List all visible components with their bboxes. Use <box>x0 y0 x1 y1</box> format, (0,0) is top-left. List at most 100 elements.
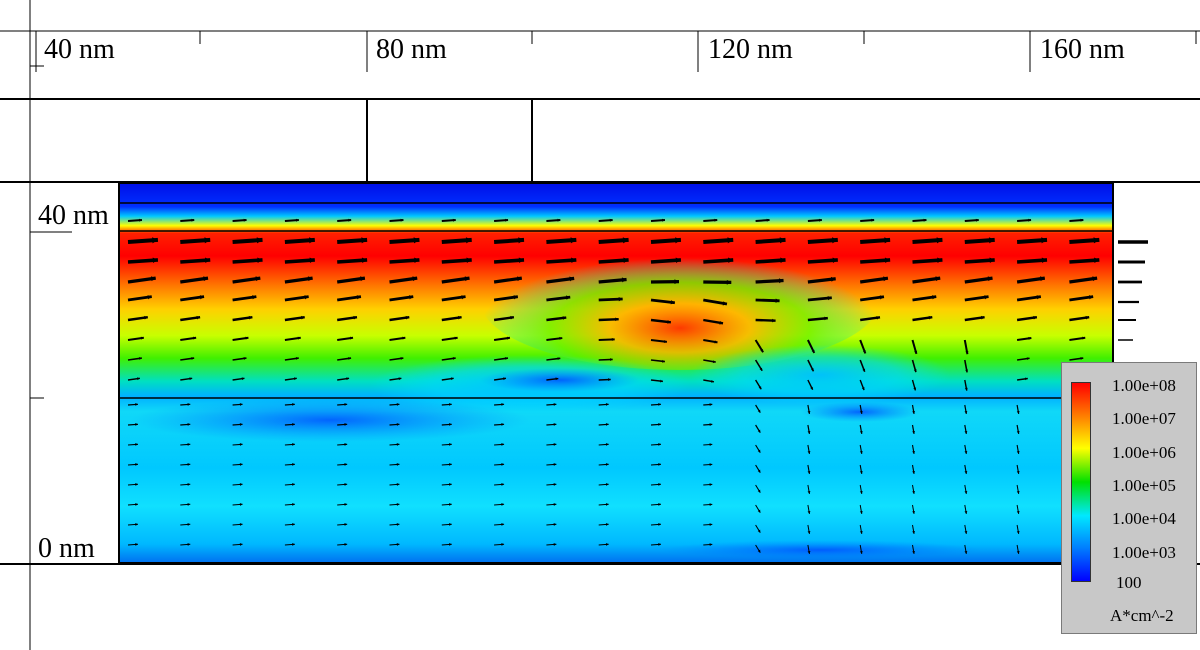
vector-arrowhead <box>135 443 138 446</box>
vector-arrowhead <box>871 218 875 222</box>
vector-arrowhead <box>757 549 761 553</box>
vector-arrow <box>650 298 676 305</box>
vector-arrowhead <box>256 237 263 244</box>
vector-arrowhead <box>1016 471 1020 474</box>
vector-arrowhead <box>859 451 863 454</box>
vector-arrowhead <box>553 463 557 466</box>
vector-arrowhead <box>193 336 197 340</box>
vector-arrowhead <box>807 491 811 494</box>
vector-arrowhead <box>1085 315 1090 320</box>
vector-arrowhead <box>405 315 410 320</box>
vector-arrowhead <box>304 295 309 300</box>
vector-arrowhead <box>501 543 505 546</box>
vector-arrowhead <box>876 315 881 320</box>
vector-arrowhead <box>243 356 247 360</box>
top-ruler-label-40nm: 40 nm <box>44 34 115 65</box>
vector-arrowhead <box>658 503 661 506</box>
vector-arrowhead <box>137 377 140 381</box>
vector-arrowhead <box>396 443 400 446</box>
vector-arrowhead <box>189 377 193 381</box>
vector-arrow <box>1069 276 1098 284</box>
legend-tick: 1.00e+04 <box>1112 509 1176 528</box>
vector-arrowhead <box>150 276 156 282</box>
vector-arrowhead <box>452 218 456 222</box>
current-vector-arrows <box>127 218 1148 554</box>
vector-arrowhead <box>611 337 615 341</box>
vector-arrowhead <box>757 449 761 453</box>
vector-arrowhead <box>1016 431 1020 434</box>
vector-arrowhead <box>465 237 472 244</box>
vector-arrowhead <box>621 277 627 283</box>
vector-arrowhead <box>663 339 667 344</box>
vector-arrowhead <box>292 423 295 426</box>
vector-arrowhead <box>239 403 243 406</box>
vector-arrowhead <box>135 543 138 546</box>
vector-arrowhead <box>884 237 891 244</box>
vector-arrowhead <box>605 463 609 466</box>
vector-arrowhead <box>204 237 211 244</box>
vector-arrowhead <box>454 336 458 340</box>
vector-arrowhead <box>135 463 138 466</box>
vector-arrowhead <box>1088 295 1094 300</box>
vector-arrow <box>389 276 418 284</box>
vector-arrowhead <box>714 218 718 222</box>
vector-arrowhead <box>964 491 968 494</box>
vector-arrowhead <box>605 523 609 526</box>
vector-arrowhead <box>449 423 452 426</box>
vector-arrowhead <box>241 377 245 381</box>
vector-arrowhead <box>964 551 968 554</box>
vector-arrowhead <box>517 276 522 282</box>
vector-arrowhead <box>135 403 138 406</box>
vector-arrow <box>232 295 257 302</box>
vector-arrowhead <box>859 431 863 434</box>
vector-arrowhead <box>449 463 452 466</box>
vector-arrowhead <box>807 471 811 474</box>
vector-arrowhead <box>450 377 454 381</box>
vector-arrowhead <box>1041 257 1048 264</box>
vector-arrowhead <box>757 469 761 473</box>
vector-arrowhead <box>727 237 734 244</box>
vector-arrowhead <box>859 551 863 554</box>
vector-arrowhead <box>348 356 352 360</box>
vector-arrowhead <box>396 483 400 486</box>
vector-arrowhead <box>307 276 313 282</box>
vector-arrowhead <box>913 387 917 391</box>
vector-arrowhead <box>187 523 191 526</box>
vector-arrowhead <box>674 279 679 285</box>
vector-arrowhead <box>807 411 811 414</box>
vector-arrowhead <box>449 403 452 406</box>
vector-arrowhead <box>605 403 609 406</box>
vector-arrowhead <box>709 483 713 486</box>
vector-arrowhead <box>553 443 557 446</box>
vector-arrow <box>1016 295 1042 302</box>
vector-arrowhead <box>398 377 402 381</box>
vector-arrowhead <box>402 336 406 340</box>
vector-arrowhead <box>912 511 916 514</box>
vector-arrowhead <box>400 356 404 360</box>
vector-arrowhead <box>609 218 613 222</box>
legend-tick: 1.00e+08 <box>1112 376 1176 395</box>
vector-arrowhead <box>1016 511 1020 514</box>
vector-arrowhead <box>709 463 713 466</box>
vector-arrowhead <box>884 257 891 264</box>
vector-arrowhead <box>660 379 663 383</box>
vector-arrowhead <box>553 523 557 526</box>
vector-arrowhead <box>859 471 863 474</box>
vector-arrowhead <box>965 351 969 355</box>
vector-arrowhead <box>912 531 916 534</box>
vector-arrowhead <box>709 543 713 546</box>
vector-arrowhead <box>859 531 863 534</box>
vector-arrowhead <box>187 443 191 446</box>
vector-arrowhead <box>248 315 253 320</box>
vector-arrowhead <box>501 463 505 466</box>
vector-arrowhead <box>658 483 661 486</box>
vector-arrowhead <box>615 317 619 322</box>
vector-arrowhead <box>605 543 609 546</box>
vector-arrowhead <box>414 257 420 264</box>
vector-arrowhead <box>396 423 400 426</box>
vector-arrowhead <box>965 369 969 373</box>
vector-arrowhead <box>824 316 828 321</box>
vector-arrowhead <box>807 451 811 454</box>
vector-arrowhead <box>239 463 243 466</box>
top-ruler-label-80nm: 80 nm <box>376 34 447 65</box>
